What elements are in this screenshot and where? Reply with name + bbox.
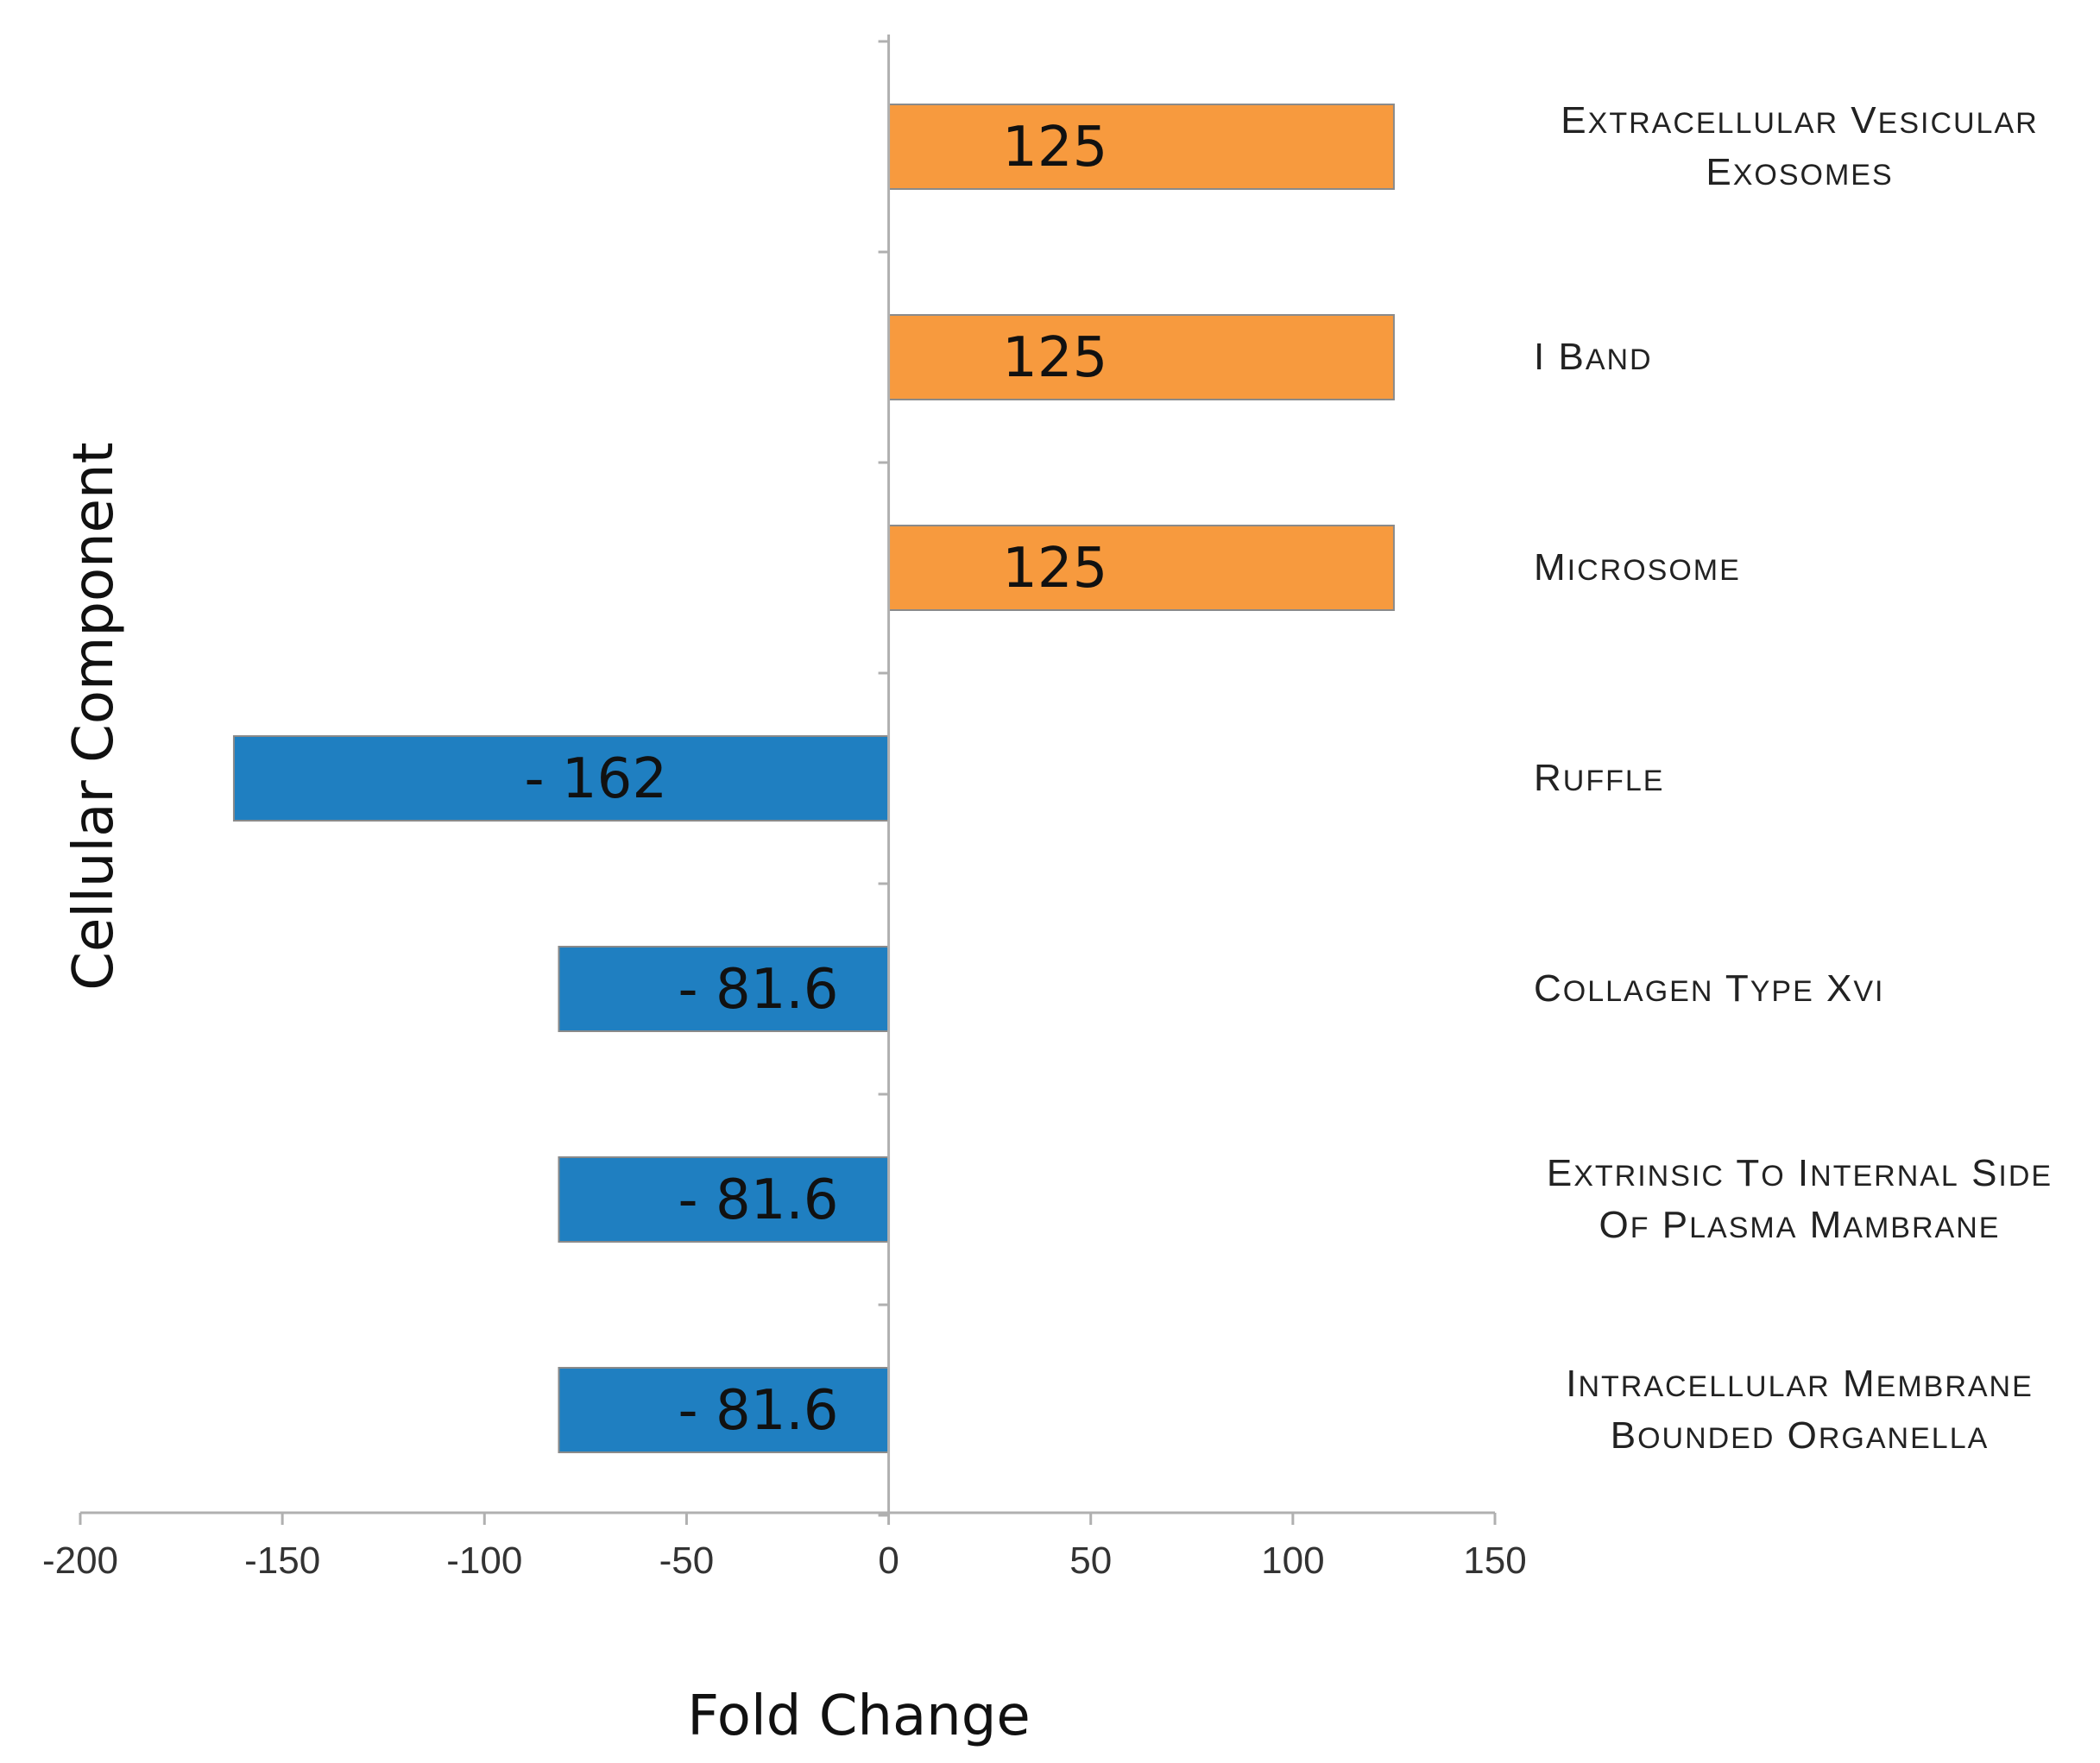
x-tick-label: -200 <box>42 1539 118 1582</box>
x-tick-label: -100 <box>446 1539 522 1582</box>
bar <box>558 1156 890 1243</box>
bar-value-label: - 81.6 <box>678 1168 839 1232</box>
category-label: INTRACELLULAR MEMBRANE BOUNDED ORGANELLA <box>1566 1363 2034 1457</box>
x-axis-ticks: -200 -150 -100 -50 0 50 100 150 <box>42 40 1527 1582</box>
x-tick-label: 0 <box>878 1539 899 1582</box>
y-axis-title: Cellular Component <box>62 442 126 990</box>
bar-value-labels: 125 125 125 - 162 - 81.6 - 81.6 - 81.6 <box>524 116 1107 1443</box>
x-tick-label: 100 <box>1261 1539 1324 1582</box>
x-tick-label: -150 <box>244 1539 320 1582</box>
bar <box>887 314 1395 400</box>
x-tick-label: 50 <box>1069 1539 1112 1582</box>
bar-value-label: 125 <box>1002 326 1107 390</box>
category-labels: EXTRACELLULAR VESICULAR EXOSOMES I BAND MIC… <box>1534 99 2053 1457</box>
x-tick-label: 150 <box>1463 1539 1526 1582</box>
category-label: MICROSOME <box>1534 546 1741 589</box>
bar <box>887 525 1395 611</box>
category-label: EXTRINSIC TO INTERNAL SIDE OF PLASMA MAMB… <box>1547 1152 2053 1246</box>
category-label: EXTRACELLULAR VESICULAR EXOSOMES <box>1561 99 2038 193</box>
bar-value-label: - 81.6 <box>678 1379 839 1443</box>
bars <box>232 104 1395 1453</box>
bar <box>558 1367 890 1453</box>
category-label: I BAND <box>1534 336 1653 378</box>
bar-value-label: 125 <box>1002 116 1107 179</box>
bar <box>232 735 890 822</box>
bar-value-label: - 162 <box>524 747 667 811</box>
bar <box>887 104 1395 190</box>
x-tick-label: -50 <box>659 1539 715 1582</box>
category-label: COLLAGEN TYPE XVI <box>1534 967 1884 1010</box>
bar <box>558 946 890 1032</box>
category-label: RUFFLE <box>1534 757 1664 799</box>
bar-value-label: - 81.6 <box>678 958 839 1022</box>
bar-value-label: 125 <box>1002 537 1107 601</box>
x-axis-title: Fold Change <box>687 1684 1030 1748</box>
